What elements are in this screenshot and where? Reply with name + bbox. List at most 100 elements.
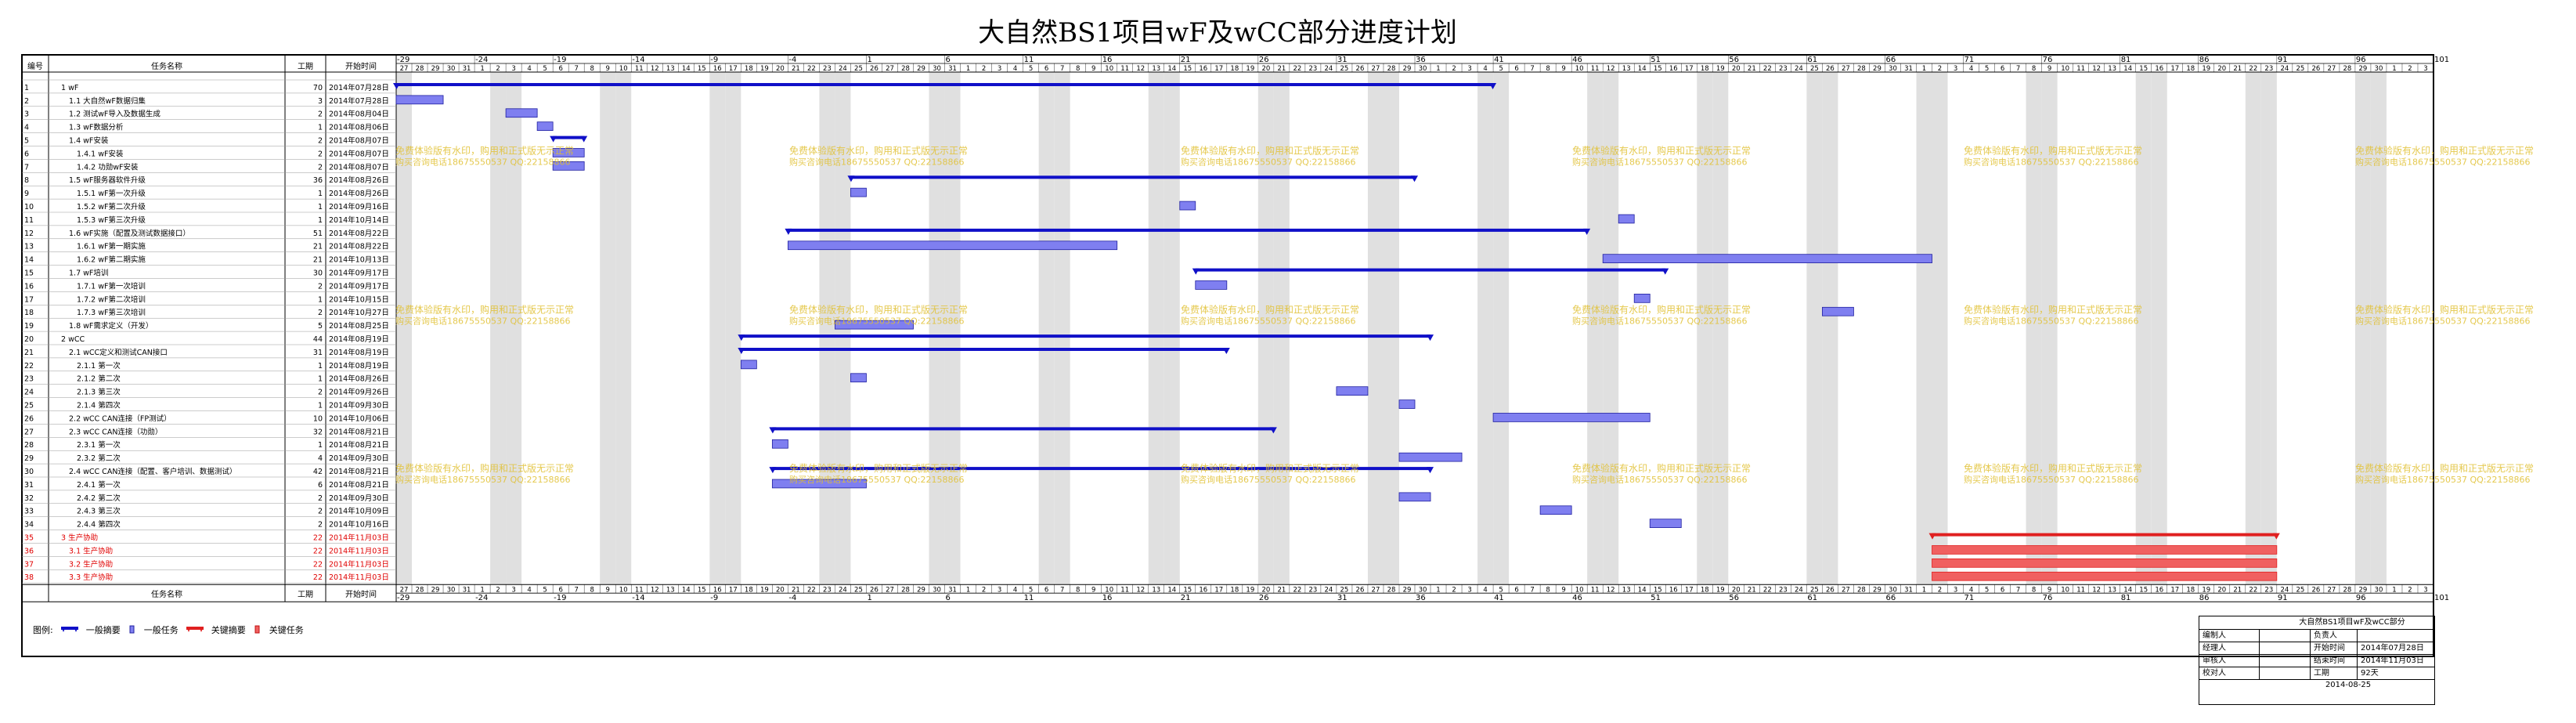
day-label: 28 xyxy=(901,65,910,73)
day-label: 3 xyxy=(998,65,1001,73)
summary-bar-start-cap xyxy=(1192,268,1200,275)
week-label: 96 xyxy=(2356,594,2366,602)
day-label: 4 xyxy=(1483,65,1487,73)
day-label: 29 xyxy=(2359,65,2368,73)
row-duration: 2 xyxy=(318,163,323,172)
row-duration: 22 xyxy=(313,573,323,582)
weekend-column xyxy=(615,72,632,585)
row-duration: 21 xyxy=(313,256,323,265)
row-id: 1 xyxy=(24,84,29,92)
day-label: 2 xyxy=(1938,587,1942,595)
day-label: 31 xyxy=(948,587,957,595)
row-task-name: 2.3.1 第一次 xyxy=(77,440,121,450)
week-label: 31 xyxy=(1337,56,1348,64)
week-label: 81 xyxy=(2121,594,2131,602)
day-label: 23 xyxy=(823,65,832,73)
day-label: 29 xyxy=(1873,65,1881,73)
day-label: 27 xyxy=(886,587,894,595)
row-task-name: 1.5.1 wF第一次升级 xyxy=(77,189,146,198)
row-id: 25 xyxy=(24,402,34,410)
watermark-text: 免费体验版有水印，购用和正式版无示正常 xyxy=(1181,145,1359,157)
day-label: 3 xyxy=(2423,65,2427,73)
day-label: 14 xyxy=(1638,587,1647,595)
week-label: 81 xyxy=(2121,56,2131,64)
row-duration: 1 xyxy=(318,216,323,225)
day-label: 28 xyxy=(1857,65,1866,73)
row-id: 19 xyxy=(24,322,34,331)
week-label: 56 xyxy=(1729,56,1739,64)
row-task-name: 1.5.2 wF第二次升级 xyxy=(77,202,146,211)
row-id: 38 xyxy=(24,573,34,582)
row-duration: 2 xyxy=(318,110,323,119)
day-label: 17 xyxy=(2170,65,2179,73)
day-label: 6 xyxy=(2001,587,2004,595)
week-label: 91 xyxy=(2278,56,2288,64)
day-label: 3 xyxy=(1467,65,1471,73)
summary-bar-start-cap xyxy=(738,348,745,354)
task-bar xyxy=(1821,306,1854,316)
row-id: 18 xyxy=(24,309,34,317)
weekend-column xyxy=(1916,72,1932,585)
row-task-name: 1.5 wF服务器软件升级 xyxy=(69,175,146,185)
day-label: 31 xyxy=(1904,587,1913,595)
watermark-text: 免费体验版有水印，购用和正式版无示正常 xyxy=(2355,462,2534,474)
day-label: 1 xyxy=(966,587,970,595)
row-task-name: 2.3.2 第二次 xyxy=(77,454,121,463)
legend-critical-summary-label: 关键摘要 xyxy=(211,625,246,635)
row-duration: 1 xyxy=(318,402,323,410)
row-start-date: 2014年09月30日 xyxy=(329,493,389,503)
weekend-column xyxy=(1257,72,1274,585)
row-start-date: 2014年10月06日 xyxy=(329,414,389,423)
day-label: 12 xyxy=(2092,587,2101,595)
day-label: 12 xyxy=(1136,587,1145,595)
row-task-name: 1.7 wF培训 xyxy=(69,269,108,278)
row-start-date: 2014年11月03日 xyxy=(329,573,389,582)
day-label: 25 xyxy=(1810,587,1819,595)
week-label: 6 xyxy=(946,594,951,602)
title-block-cell: 经理人 xyxy=(2199,642,2260,654)
day-label: 29 xyxy=(431,587,440,595)
row-task-name: 2.1.2 第二次 xyxy=(77,374,121,384)
row-task-name: 1.1 大自然wF数据归集 xyxy=(69,96,146,106)
summary-bar-end-cap xyxy=(580,136,588,143)
day-label: 5 xyxy=(1985,587,1989,595)
watermark-text: 购买咨询电话18675550537 QQ:22158866 xyxy=(1181,474,1356,485)
watermark-text: 免费体验版有水印，购用和正式版无示正常 xyxy=(789,462,968,474)
day-label: 11 xyxy=(2076,65,2085,73)
day-label: 4 xyxy=(1483,587,1487,595)
row-start-date: 2014年08月21日 xyxy=(329,480,389,490)
day-label: 26 xyxy=(1356,587,1365,595)
day-label: 13 xyxy=(1622,65,1631,73)
day-label: 3 xyxy=(998,587,1001,595)
row-id: 2 xyxy=(24,97,29,106)
weekend-shading xyxy=(396,72,2387,585)
day-label: 26 xyxy=(870,587,879,595)
day-label: 1 xyxy=(1436,65,1440,73)
day-label: 16 xyxy=(1199,65,1207,73)
summary-bar-end-cap xyxy=(1269,427,1277,434)
row-start-date: 2014年10月15日 xyxy=(329,295,389,304)
day-label: 15 xyxy=(1654,65,1662,73)
weekend-column xyxy=(1273,72,1290,585)
row-duration: 32 xyxy=(313,428,323,436)
critical-summary-bar xyxy=(1932,533,2277,537)
week-label: 51 xyxy=(1651,56,1661,64)
row-id: 30 xyxy=(24,468,34,476)
critical-task-bar xyxy=(1932,545,2278,555)
day-label: 23 xyxy=(2264,65,2273,73)
week-label: 86 xyxy=(2199,56,2210,64)
day-label: 8 xyxy=(2032,587,2036,595)
day-label: 18 xyxy=(1230,587,1239,595)
row-duration: 10 xyxy=(313,414,323,423)
title-block-cell: 92天 xyxy=(2361,669,2379,678)
day-label: 27 xyxy=(1372,587,1380,595)
week-label: 16 xyxy=(1102,56,1113,64)
row-task-name: 2.4 wCC CAN连接（配置、客户培训、数据测试） xyxy=(69,467,236,476)
weekend-column xyxy=(725,72,741,585)
row-duration: 51 xyxy=(313,230,323,238)
day-label: 25 xyxy=(854,65,863,73)
day-label: 26 xyxy=(870,65,879,73)
day-label: 22 xyxy=(1293,65,1301,73)
day-label: 28 xyxy=(2343,587,2352,595)
